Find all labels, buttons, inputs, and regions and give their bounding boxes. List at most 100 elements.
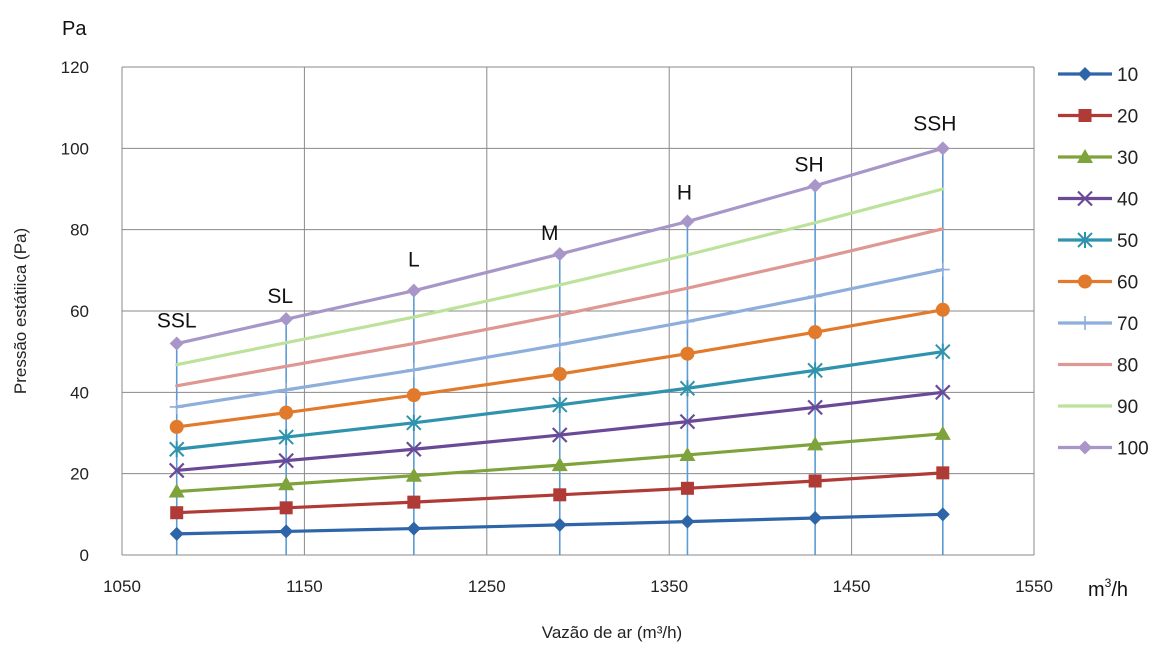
x-tick-label: 1050: [103, 577, 141, 596]
speed-label-SSH: SSH: [913, 112, 956, 135]
data-point-30: [168, 483, 185, 498]
speed-label-SL: SL: [267, 285, 293, 308]
x-tick-label: 1250: [468, 577, 506, 596]
data-point-70: [808, 289, 823, 304]
data-point-70: [552, 337, 567, 352]
data-point-10: [680, 514, 695, 529]
data-point-30: [405, 467, 422, 482]
data-point-100: [406, 283, 421, 298]
data-point-60: [552, 367, 567, 382]
y-unit-label: Pa: [62, 18, 87, 40]
data-point-60: [406, 388, 421, 403]
data-point-20: [680, 481, 694, 495]
data-point-60: [935, 302, 950, 317]
data-point-20: [407, 495, 421, 509]
data-point-50: [807, 362, 823, 379]
data-point-70: [680, 314, 695, 329]
legend-label-10: 10: [1117, 65, 1138, 86]
axis-ticks: 1050 1150 1250 1350 1450 1550 0 20 40 60 80 100 120: [61, 58, 1053, 596]
y-tick-label: 20: [70, 465, 89, 484]
data-point-30: [807, 436, 824, 451]
data-point-30: [934, 425, 951, 440]
legend-marker-10: [1078, 67, 1092, 81]
data-point-40: [807, 399, 823, 416]
data-point-20: [170, 506, 184, 520]
y-tick-label: 0: [80, 546, 89, 565]
legend-marker-30: [1077, 149, 1093, 163]
data-point-40: [168, 462, 185, 479]
legend-label-50: 50: [1117, 231, 1138, 252]
series-markers: [168, 141, 951, 541]
legend-label-100: 100: [1117, 439, 1149, 460]
data-point-30: [679, 446, 696, 461]
data-point-100: [169, 336, 184, 351]
data-point-60: [808, 325, 823, 340]
legend-marker-100: [1078, 440, 1092, 455]
speed-label-H: H: [677, 182, 692, 205]
data-point-40: [551, 427, 568, 443]
legend-label-70: 70: [1117, 314, 1138, 335]
legend: 10 20 30 40 50 60 70 80 90 100: [1058, 65, 1149, 460]
legend-label-30: 30: [1117, 148, 1138, 169]
legend-marker-40: [1077, 190, 1093, 207]
legend-marker-60: [1078, 274, 1092, 289]
series-line-80: [175, 227, 945, 388]
x-tick-label: 1450: [833, 577, 871, 596]
data-point-20: [553, 488, 567, 502]
data-point-10: [406, 521, 421, 536]
speed-label-L: L: [408, 249, 420, 272]
data-point-30: [278, 476, 295, 491]
data-point-40: [679, 413, 696, 430]
data-point-50: [278, 429, 294, 446]
legend-label-60: 60: [1117, 273, 1138, 294]
data-point-30: [551, 457, 568, 472]
data-point-50: [169, 441, 185, 458]
x-axis-title: Vazão de ar (m³/h): [542, 623, 682, 642]
data-point-10: [552, 517, 567, 532]
data-point-20: [808, 474, 822, 488]
speed-label-SH: SH: [795, 154, 824, 177]
series-line-90: [175, 187, 945, 367]
data-point-100: [808, 178, 823, 193]
data-point-10: [169, 526, 184, 541]
data-point-60: [680, 346, 695, 361]
y-axis-title: Pressão estátiica (Pa): [11, 228, 30, 394]
data-point-40: [935, 384, 951, 401]
x-tick-label: 1350: [650, 577, 688, 596]
data-point-50: [406, 414, 422, 431]
speed-label-M: M: [541, 222, 559, 245]
data-point-70: [279, 382, 294, 397]
x-tick-label: 1550: [1015, 577, 1053, 596]
legend-label-20: 20: [1117, 107, 1138, 128]
legend-marker-50: [1077, 232, 1093, 248]
data-point-100: [279, 312, 294, 327]
data-point-20: [936, 466, 950, 480]
data-point-100: [935, 141, 950, 156]
data-point-60: [279, 405, 294, 420]
data-point-50: [552, 396, 568, 413]
legend-label-90: 90: [1117, 397, 1138, 418]
y-tick-label: 80: [70, 221, 89, 240]
data-point-70: [406, 362, 421, 377]
data-point-10: [279, 524, 294, 539]
data-point-70: [935, 262, 950, 277]
speed-annotations: SSL SL L M H SH SSH: [157, 112, 957, 332]
data-point-50: [935, 343, 951, 360]
data-point-50: [679, 380, 696, 397]
legend-label-40: 40: [1117, 190, 1138, 211]
data-point-40: [278, 452, 294, 469]
legend-marker-20: [1078, 109, 1092, 122]
data-point-100: [552, 247, 567, 262]
data-point-60: [169, 419, 184, 434]
data-point-20: [279, 501, 293, 515]
data-point-40: [406, 441, 422, 458]
y-tick-label: 60: [70, 302, 89, 321]
data-point-70: [169, 399, 184, 414]
y-tick-label: 120: [61, 58, 89, 77]
data-point-100: [680, 214, 695, 229]
x-tick-label: 1150: [286, 577, 323, 596]
data-point-10: [808, 510, 823, 525]
legend-marker-70: [1078, 316, 1092, 330]
speed-label-SSL: SSL: [157, 310, 197, 333]
